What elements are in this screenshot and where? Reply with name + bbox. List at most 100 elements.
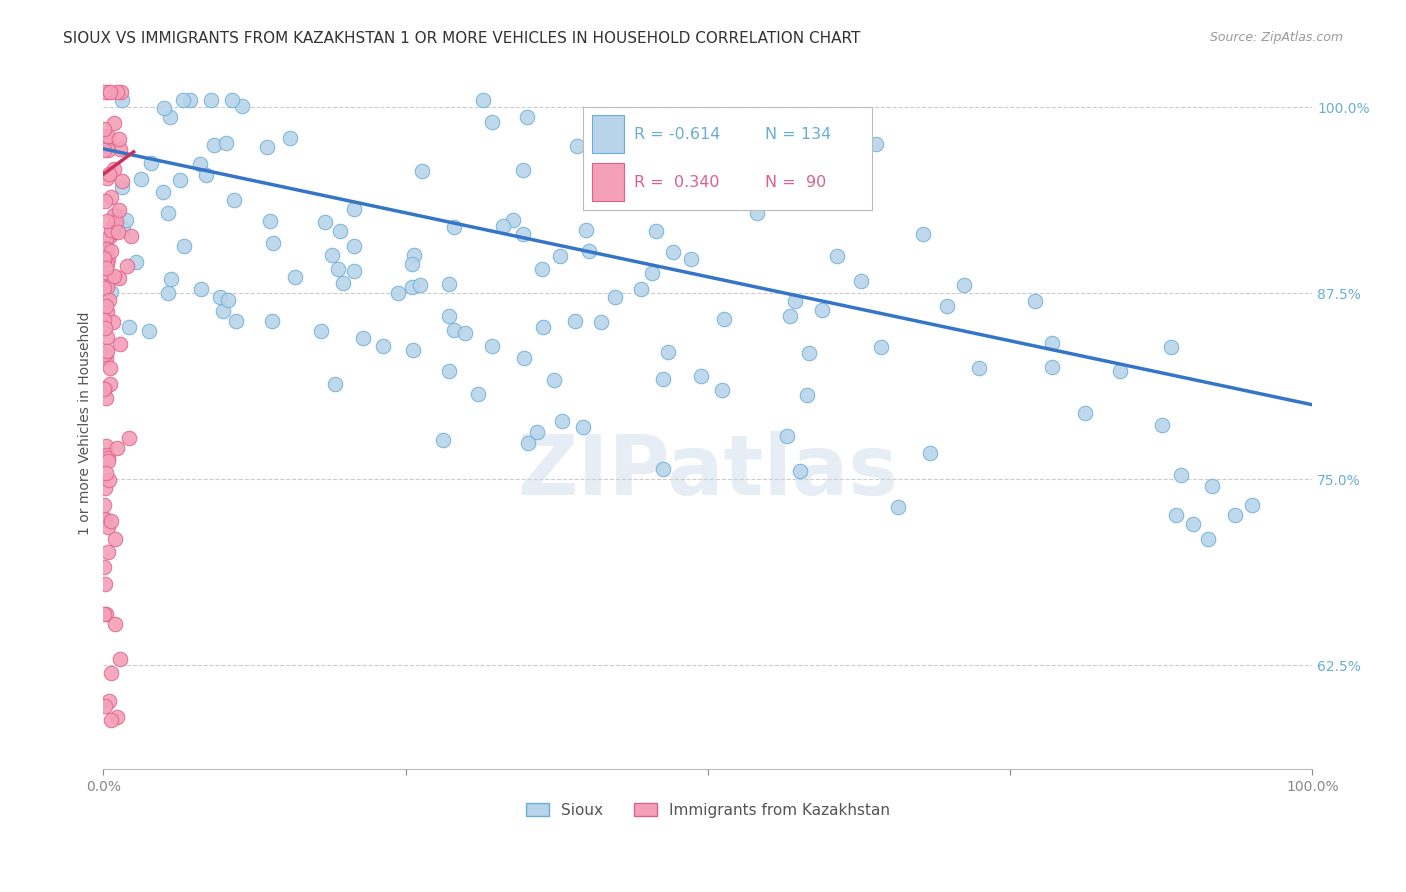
Point	[97, 544, 120, 558]
Point	[1108, 364, 1130, 378]
Point	[160, 272, 183, 286]
Point	[1040, 360, 1063, 375]
Point	[169, 173, 191, 187]
Point	[789, 464, 811, 478]
Point	[343, 202, 366, 216]
Point	[94, 265, 117, 279]
Point	[1073, 406, 1095, 420]
Point	[662, 245, 685, 260]
Point	[98, 473, 121, 487]
Point	[564, 314, 586, 328]
Point	[96, 448, 118, 462]
Point	[481, 115, 503, 129]
Point	[467, 386, 489, 401]
Point	[953, 278, 976, 293]
Point	[115, 259, 138, 273]
Point	[551, 413, 574, 427]
Point	[409, 277, 432, 292]
Point	[94, 351, 117, 366]
Point	[543, 372, 565, 386]
Text: R =  0.340: R = 0.340	[634, 175, 720, 190]
Point	[689, 368, 711, 383]
Point	[94, 260, 117, 275]
Point	[94, 512, 117, 526]
Point	[141, 156, 163, 170]
Point	[105, 209, 128, 223]
Point	[104, 215, 127, 229]
Bar	[592, 115, 624, 153]
Point	[278, 130, 301, 145]
Point	[262, 235, 284, 250]
Point	[100, 515, 122, 529]
Point	[401, 280, 423, 294]
Point	[323, 376, 346, 391]
Point	[93, 85, 115, 99]
Point	[97, 293, 120, 308]
Point	[214, 136, 236, 151]
Legend: Sioux, Immigrants from Kazakhstan: Sioux, Immigrants from Kazakhstan	[520, 797, 896, 824]
Point	[111, 180, 134, 194]
Point	[920, 445, 942, 459]
Point	[231, 99, 253, 113]
Point	[179, 93, 201, 107]
Point	[224, 193, 246, 207]
Point	[321, 248, 343, 262]
Point	[153, 101, 176, 115]
Point	[865, 137, 887, 152]
Point	[96, 305, 118, 319]
Point	[1150, 418, 1173, 433]
Point	[107, 131, 129, 145]
Point	[107, 203, 129, 218]
Point	[120, 228, 142, 243]
Point	[93, 251, 115, 265]
Point	[96, 257, 118, 271]
Point	[173, 239, 195, 253]
Point	[104, 533, 127, 547]
Point	[225, 314, 247, 328]
Point	[630, 282, 652, 296]
Point	[111, 174, 134, 188]
Point	[526, 425, 548, 440]
Point	[260, 314, 283, 328]
Point	[401, 257, 423, 271]
Point	[887, 500, 910, 514]
Point	[96, 453, 118, 467]
Point	[157, 286, 180, 301]
Point	[443, 323, 465, 337]
Text: R = -0.614: R = -0.614	[634, 127, 720, 142]
Point	[711, 384, 734, 398]
Point	[432, 433, 454, 447]
Point	[373, 339, 395, 353]
Point	[110, 85, 132, 99]
Point	[825, 249, 848, 263]
Point	[1182, 516, 1205, 531]
Point	[491, 219, 513, 233]
Point	[125, 254, 148, 268]
Point	[97, 129, 120, 144]
Point	[100, 285, 122, 299]
Point	[93, 559, 115, 574]
Point	[97, 85, 120, 99]
Point	[93, 281, 115, 295]
Text: N =  90: N = 90	[765, 175, 827, 190]
Point	[98, 167, 121, 181]
Y-axis label: 1 or more Vehicles in Household: 1 or more Vehicles in Household	[79, 311, 93, 535]
Point	[567, 138, 589, 153]
Point	[96, 242, 118, 256]
Point	[572, 420, 595, 434]
Text: N = 134: N = 134	[765, 127, 831, 142]
Point	[713, 311, 735, 326]
Point	[103, 218, 125, 232]
Point	[259, 213, 281, 227]
Point	[129, 172, 152, 186]
Point	[97, 694, 120, 708]
Point	[108, 142, 131, 156]
Point	[172, 93, 194, 107]
Point	[190, 282, 212, 296]
Point	[652, 462, 675, 476]
Point	[343, 238, 366, 252]
Point	[159, 110, 181, 124]
Point	[314, 215, 336, 229]
Point	[402, 248, 425, 262]
Point	[512, 162, 534, 177]
